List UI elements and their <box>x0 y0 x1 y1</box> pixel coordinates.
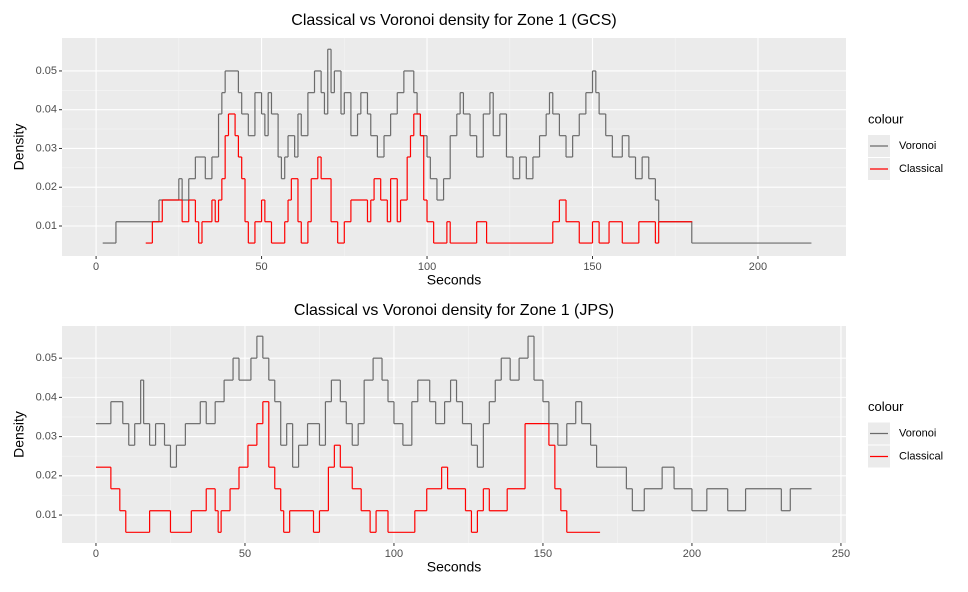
legend-title: colour <box>868 399 904 414</box>
x-tick-label: 250 <box>832 548 850 560</box>
legend-title: colour <box>868 111 904 126</box>
plot-background <box>62 38 846 256</box>
x-tick-label: 50 <box>255 261 267 273</box>
y-tick-label: 0.01 <box>36 509 57 521</box>
legend-label: Voronoi <box>899 427 936 439</box>
x-tick-label: 0 <box>93 261 99 273</box>
x-tick-label: 100 <box>385 548 403 560</box>
x-tick-label: 150 <box>534 548 552 560</box>
x-tick-label: 200 <box>749 261 767 273</box>
x-tick-label: 200 <box>683 548 701 560</box>
x-tick-label: 50 <box>239 548 251 560</box>
y-tick-label: 0.05 <box>36 352 57 364</box>
y-tick-label: 0.04 <box>36 391 57 403</box>
y-tick-label: 0.03 <box>36 142 57 154</box>
y-tick-label: 0.05 <box>36 65 57 77</box>
y-tick-label: 0.02 <box>36 470 57 482</box>
chart-title: Classical vs Voronoi density for Zone 1 … <box>291 12 616 29</box>
y-axis-label: Density <box>11 411 27 458</box>
x-axis-label: Seconds <box>427 272 481 288</box>
legend-label: Classical <box>899 163 943 175</box>
y-tick-label: 0.02 <box>36 181 57 193</box>
x-tick-label: 150 <box>583 261 601 273</box>
x-tick-label: 0 <box>93 548 99 560</box>
legend-label: Classical <box>899 450 943 462</box>
x-axis-label: Seconds <box>427 559 481 575</box>
plot-background <box>62 326 846 543</box>
y-tick-label: 0.03 <box>36 431 57 443</box>
x-tick-label: 100 <box>418 261 436 273</box>
y-tick-label: 0.04 <box>36 104 57 116</box>
y-axis-label: Density <box>11 124 27 171</box>
legend-label: Voronoi <box>899 140 936 152</box>
chart-title: Classical vs Voronoi density for Zone 1 … <box>294 302 614 319</box>
y-tick-label: 0.01 <box>36 220 57 232</box>
